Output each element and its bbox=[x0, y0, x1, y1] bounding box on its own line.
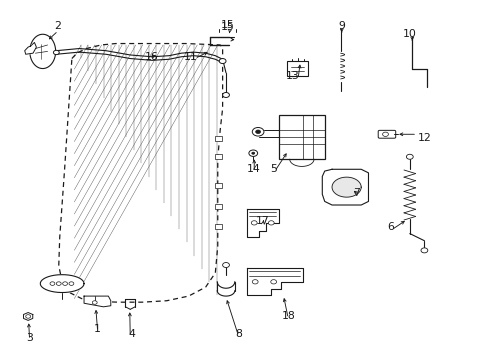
Text: 14: 14 bbox=[246, 164, 260, 174]
Text: 6: 6 bbox=[386, 222, 393, 232]
Circle shape bbox=[251, 221, 257, 225]
Circle shape bbox=[251, 152, 254, 154]
Text: 13: 13 bbox=[285, 71, 299, 81]
Polygon shape bbox=[25, 42, 36, 54]
Circle shape bbox=[222, 262, 229, 267]
FancyBboxPatch shape bbox=[278, 114, 324, 159]
Circle shape bbox=[252, 280, 258, 284]
Text: 17: 17 bbox=[256, 216, 269, 226]
Circle shape bbox=[420, 248, 427, 253]
Circle shape bbox=[50, 282, 55, 285]
Polygon shape bbox=[41, 275, 84, 293]
Text: 11: 11 bbox=[184, 52, 198, 62]
Text: 5: 5 bbox=[270, 164, 277, 174]
Bar bbox=[215, 183, 222, 188]
Polygon shape bbox=[23, 312, 33, 320]
Circle shape bbox=[26, 315, 30, 318]
Bar bbox=[215, 204, 222, 209]
FancyBboxPatch shape bbox=[287, 62, 307, 76]
Circle shape bbox=[406, 154, 412, 159]
Circle shape bbox=[53, 50, 59, 55]
Polygon shape bbox=[30, 34, 56, 68]
Circle shape bbox=[270, 280, 276, 284]
Circle shape bbox=[222, 93, 229, 98]
Text: 10: 10 bbox=[402, 29, 416, 39]
Circle shape bbox=[92, 301, 97, 304]
Circle shape bbox=[62, 282, 67, 285]
Text: 12: 12 bbox=[417, 133, 430, 143]
Text: 16: 16 bbox=[145, 52, 159, 62]
Text: 7: 7 bbox=[352, 188, 359, 198]
Text: 1: 1 bbox=[94, 324, 101, 334]
Polygon shape bbox=[84, 296, 111, 307]
Text: 18: 18 bbox=[281, 311, 295, 321]
Text: 15: 15 bbox=[220, 22, 234, 32]
Circle shape bbox=[69, 282, 74, 285]
Text: 8: 8 bbox=[235, 329, 242, 339]
Circle shape bbox=[255, 130, 260, 134]
Text: 15: 15 bbox=[220, 20, 234, 30]
Circle shape bbox=[248, 150, 257, 157]
Bar bbox=[215, 154, 222, 159]
Circle shape bbox=[268, 221, 274, 225]
Bar bbox=[215, 224, 222, 229]
Bar bbox=[215, 136, 222, 141]
Circle shape bbox=[219, 59, 225, 64]
Polygon shape bbox=[246, 267, 302, 295]
Polygon shape bbox=[331, 177, 361, 197]
Text: 9: 9 bbox=[338, 21, 345, 31]
Circle shape bbox=[56, 282, 61, 285]
Text: 4: 4 bbox=[128, 329, 135, 339]
Text: 3: 3 bbox=[26, 333, 33, 343]
Polygon shape bbox=[246, 208, 278, 237]
Circle shape bbox=[252, 127, 264, 136]
FancyBboxPatch shape bbox=[377, 130, 395, 138]
Circle shape bbox=[382, 132, 387, 136]
Polygon shape bbox=[322, 169, 368, 205]
Text: 2: 2 bbox=[54, 21, 61, 31]
